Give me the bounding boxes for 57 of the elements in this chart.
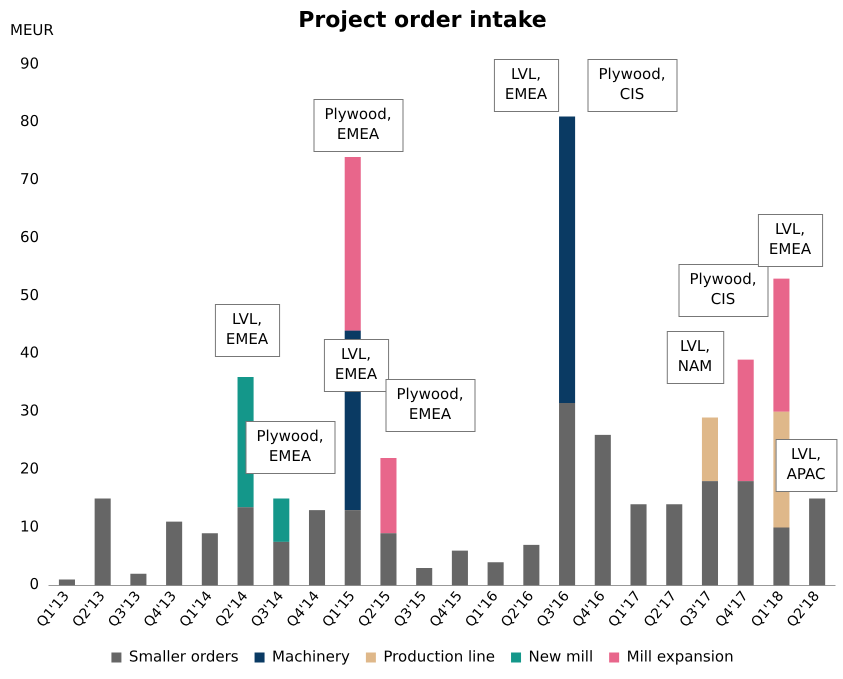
bar [380,533,396,586]
annotation: LVL, APAC [786,444,826,483]
bar [273,542,290,586]
annotation: LVL, EMEA [768,220,812,258]
bar [344,157,361,331]
y-tick-label: 20 [20,459,40,478]
bar [308,510,326,586]
y-tick-label: 10 [20,517,40,536]
y-tick-label: 70 [20,170,40,188]
bar [702,417,718,482]
bar [452,550,468,586]
legend-label: Production line [383,647,496,666]
legend-label: Smaller orders [128,647,239,666]
bar [202,533,218,586]
bar [594,434,611,586]
bar [738,360,754,482]
bar [94,498,111,586]
annotation: LVL, EMEA [504,64,548,103]
bar [416,568,432,586]
bar [58,580,75,586]
y-tick-label: 90 [20,54,40,72]
bar [559,403,576,586]
annotation: Plywood, EMEA [396,384,464,423]
bar [809,498,826,586]
bar [523,544,540,586]
y-axis-title: MEUR [10,20,54,39]
bar [630,504,647,586]
bar [166,522,182,586]
bar [702,481,718,586]
annotation: LVL, EMEA [226,310,269,348]
legend-label: Machinery [272,647,350,666]
bar [344,510,361,586]
legend-label: Mill expansion [626,647,734,666]
annotation: LVL, NAM [678,336,712,375]
annotation: Plywood, EMEA [324,104,392,143]
y-tick-label: 60 [20,228,40,246]
bar [273,498,290,542]
bar [130,574,146,586]
y-tick-label: 0 [30,575,40,594]
bar [666,504,682,586]
annotation: Plywood, CIS [598,64,666,103]
y-tick-label: 30 [20,402,40,420]
bar [773,278,790,412]
y-tick-label: 50 [20,286,40,304]
annotation: LVL, EMEA [334,344,378,383]
bar [488,562,504,586]
bar [738,481,754,586]
bar [238,507,254,586]
y-tick-label: 80 [20,112,40,130]
annotation: Plywood, CIS [689,270,757,308]
y-tick-label: 40 [20,344,40,362]
bar [773,527,790,586]
bar [380,458,396,534]
annotation: Plywood, EMEA [256,426,324,465]
bar [559,116,576,404]
chart-title: Project order intake [298,8,547,33]
legend-label: New mill [528,647,594,666]
